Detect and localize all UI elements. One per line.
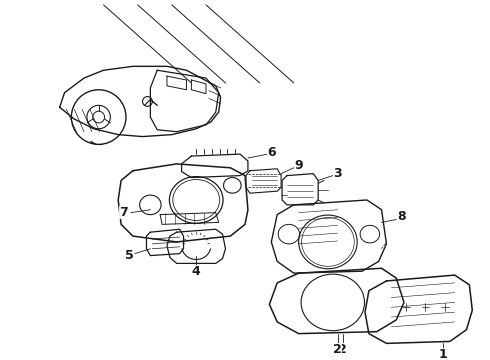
Text: 9: 9 (294, 159, 303, 172)
Text: 6: 6 (267, 146, 276, 159)
Text: 4: 4 (192, 265, 200, 278)
Text: 2: 2 (333, 343, 342, 356)
Text: 7: 7 (119, 206, 127, 219)
Text: 2: 2 (338, 343, 347, 356)
Text: 1: 1 (439, 348, 447, 360)
Text: 5: 5 (124, 249, 133, 262)
Text: 3: 3 (333, 167, 342, 180)
Text: 8: 8 (398, 210, 406, 223)
